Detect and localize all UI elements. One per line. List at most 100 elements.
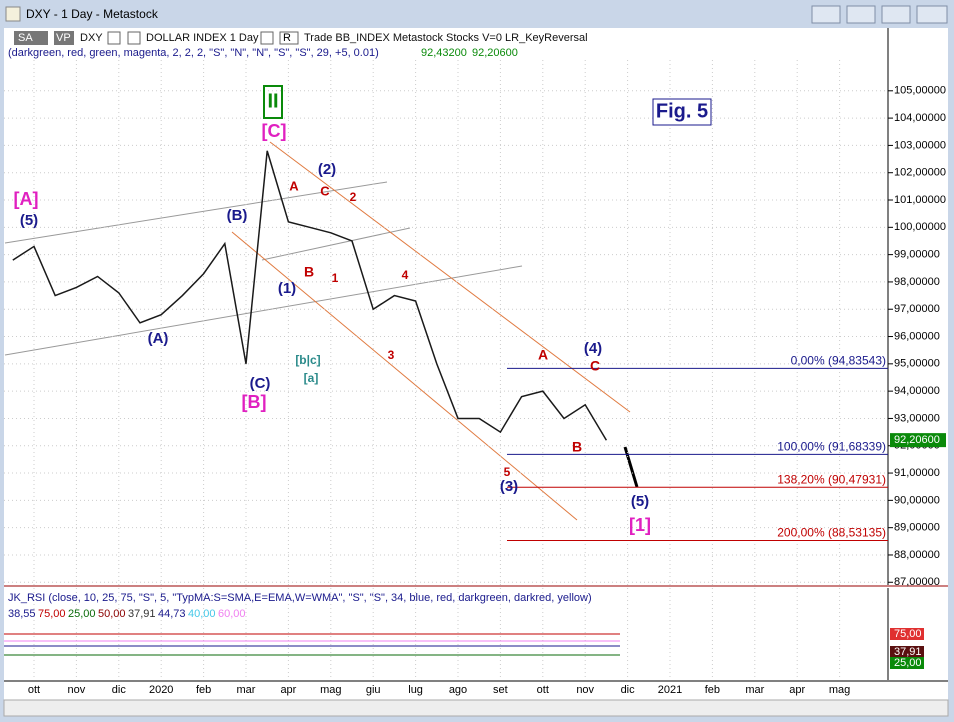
wave-label: (5) [20, 212, 38, 229]
vp: VP [56, 32, 71, 44]
wave-label: (2) [318, 161, 336, 178]
y-tick-label: 90,00000 [894, 494, 940, 506]
wave-label: (3) [500, 478, 518, 495]
drawings [4, 141, 639, 521]
rsi-value: 60,00 [218, 608, 246, 620]
channel [261, 227, 411, 261]
y-tick-label: 89,00000 [894, 522, 940, 534]
wave-label: 4 [402, 268, 409, 282]
rsi-value: 44,73 [158, 608, 186, 620]
y-tick-label: 95,00000 [894, 358, 940, 370]
x-tick-label: mag [320, 684, 341, 696]
y-tick-label: 103,00000 [894, 139, 946, 151]
y-tick-label: 91,00000 [894, 467, 940, 479]
window-title: DXY - 1 Day - Metastock [26, 7, 159, 21]
x-tick-label: dic [112, 684, 127, 696]
wave-label: B [572, 439, 582, 455]
fig-box [652, 98, 712, 126]
wave-label: [A] [14, 189, 39, 209]
x-tick-label: mar [745, 684, 764, 696]
app-icon [5, 6, 21, 22]
x-tick-label: 2020 [149, 684, 173, 696]
y-tick-label: 88,00000 [894, 549, 940, 561]
wave-label: 2 [350, 190, 357, 204]
channel [269, 141, 631, 413]
channel [231, 231, 578, 521]
y-tick-label: 94,00000 [894, 385, 940, 397]
wave-label: (1) [278, 280, 296, 297]
rsi-box-label: 25,00 [894, 657, 922, 669]
wave-label: II [267, 90, 278, 112]
wave-label: 5 [504, 465, 511, 479]
wave-label: Fig. 5 [656, 100, 708, 122]
x-tick-label: nov [68, 684, 86, 696]
dropdown[interactable] [127, 31, 141, 45]
wave-label: A [538, 347, 548, 363]
rsi-box-label: 75,00 [894, 628, 922, 640]
sa-button[interactable] [14, 31, 48, 45]
wave-box [263, 85, 283, 119]
wave-label: (C) [250, 375, 271, 392]
y-tick-label: 93,00000 [894, 412, 940, 424]
dropdown[interactable] [260, 31, 274, 45]
x-tick-label: feb [196, 684, 211, 696]
window-buttons[interactable] [811, 5, 948, 24]
wave-label: (4) [584, 340, 602, 357]
y-tick-label: 87,00000 [894, 576, 940, 588]
projection [623, 446, 639, 488]
x-tick-label: set [493, 684, 508, 696]
price-box [890, 433, 946, 448]
dropdown[interactable] [107, 31, 121, 45]
wave-label: (A) [148, 330, 169, 347]
btn[interactable] [846, 5, 876, 24]
p1: 92,43200 [421, 47, 467, 59]
rsi-box [890, 646, 924, 658]
rsi-box-label: 37,91 [894, 646, 922, 658]
vp-button[interactable] [54, 31, 74, 45]
y-tick-label: 97,00000 [894, 303, 940, 315]
btn[interactable] [881, 5, 911, 24]
channel [4, 265, 523, 356]
x-tick-label: mag [829, 684, 850, 696]
btn[interactable] [811, 5, 841, 24]
rsi-header: JK_RSI (close, 10, 25, 75, "S", 5, "TypM… [8, 592, 592, 604]
sa: SA [18, 32, 33, 44]
price-box-label: 92,20600 [894, 434, 940, 446]
fib-label: 200,00% (88,53135) [777, 526, 886, 540]
p2: 92,20600 [472, 47, 518, 59]
x-tick-label: ago [449, 684, 467, 696]
wave-label: (5) [631, 493, 649, 510]
x-tick-label: ott [28, 684, 40, 696]
wave-label: [C] [262, 121, 287, 141]
price-line [12, 150, 608, 441]
wave-label: [a] [304, 371, 319, 385]
x-tick-label: apr [280, 684, 296, 696]
wave-label: [1] [629, 515, 651, 535]
y-tick-label: 105,00000 [894, 85, 946, 97]
wave-label: [b|c] [295, 353, 320, 367]
wave-label: [B] [242, 392, 267, 412]
wave-label: A [289, 178, 299, 193]
x-tick-label: feb [705, 684, 720, 696]
params: (darkgreen, red, green, magenta, 2, 2, 2… [8, 47, 379, 59]
wave-label: 1 [332, 271, 339, 285]
scrollbar[interactable] [3, 699, 949, 717]
rsi-value: 75,00 [38, 608, 66, 620]
y-tick-label: 101,00000 [894, 194, 946, 206]
rsi-value: 50,00 [98, 608, 126, 620]
fib-label: 100,00% (91,68339) [777, 440, 886, 454]
rsi-value: 40,00 [188, 608, 216, 620]
security: DOLLAR INDEX 1 Day [146, 32, 259, 44]
symbol: DXY [80, 32, 103, 44]
rsi-box [890, 628, 924, 640]
x-tick-label: lug [408, 684, 423, 696]
fib-label: 0,00% (94,83543) [791, 354, 886, 368]
r-button[interactable] [279, 31, 299, 45]
x-tick-label: 2021 [658, 684, 682, 696]
wave-label: 3 [388, 348, 395, 362]
btn-close[interactable] [916, 5, 948, 24]
x-tick-label: apr [789, 684, 805, 696]
y-tick-label: 100,00000 [894, 221, 946, 233]
study: Trade BB_INDEX Metastock Stocks V=0 LR_K… [304, 32, 588, 44]
